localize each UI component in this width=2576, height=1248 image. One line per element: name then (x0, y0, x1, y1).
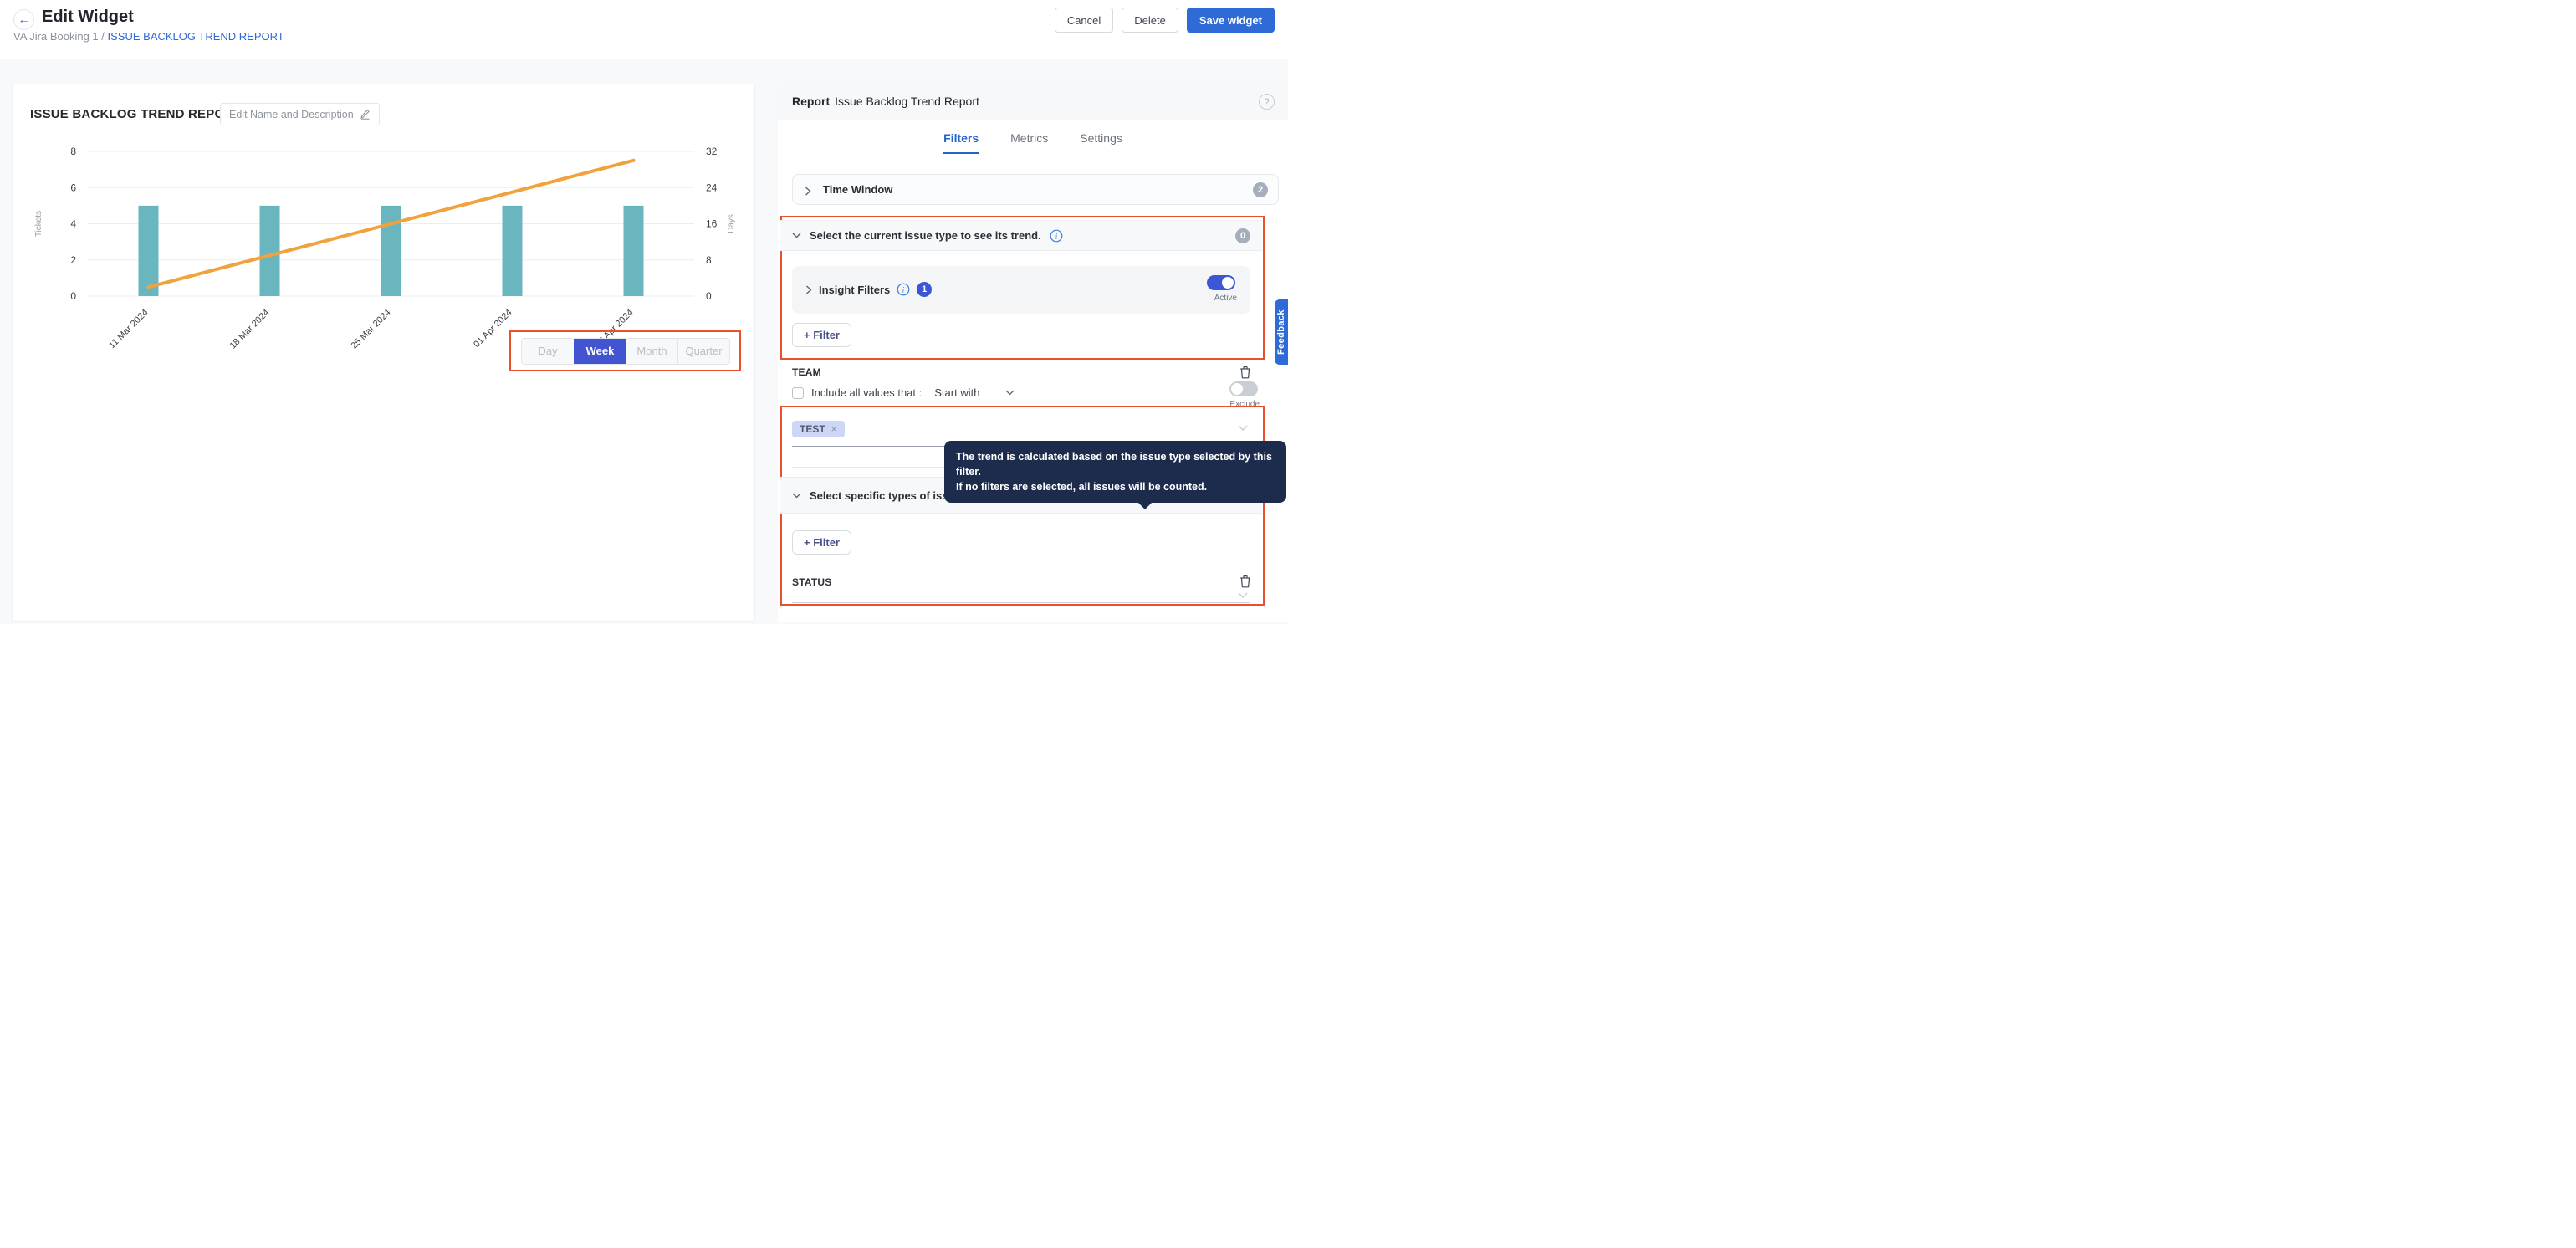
breadcrumb-parent[interactable]: VA Jira Booking 1 (13, 30, 99, 43)
svg-text:01 Apr 2024: 01 Apr 2024 (472, 308, 514, 350)
report-label: Report (792, 95, 831, 108)
svg-text:8: 8 (706, 254, 712, 266)
info-icon[interactable]: i (897, 283, 910, 296)
save-widget-button[interactable]: Save widget (1186, 8, 1275, 33)
include-values-row: Include all values that : Start with (792, 386, 1015, 399)
trash-icon[interactable] (1238, 574, 1253, 589)
team-value-label: TEST (800, 423, 825, 435)
granularity-month[interactable]: Month (626, 339, 677, 364)
tooltip-line1: The trend is calculated based on the iss… (956, 451, 1272, 478)
tab-filters[interactable]: Filters (943, 131, 979, 154)
insight-toggle-label: Active (1214, 294, 1237, 303)
report-config-panel: Report Issue Backlog Trend Report ? Filte… (778, 84, 1288, 622)
insight-filters-badge: 1 (917, 282, 933, 297)
tooltip-arrow (1138, 503, 1152, 510)
status-input-underline[interactable] (792, 602, 1250, 603)
page-title: Edit Widget (42, 8, 134, 26)
report-name: Issue Backlog Trend Report (835, 95, 979, 108)
exclude-toggle-label: Exclude (1229, 400, 1260, 409)
edit-name-label: Edit Name and Description (229, 108, 354, 120)
cancel-button[interactable]: Cancel (1054, 8, 1114, 33)
widget-preview-card: ISSUE BACKLOG TREND REPORT Edit Name and… (12, 84, 755, 622)
include-values-checkbox[interactable] (792, 386, 804, 399)
time-window-badge: 2 (1253, 182, 1268, 197)
pencil-icon (360, 109, 370, 120)
time-window-section[interactable]: Time Window 2 (792, 174, 1279, 205)
svg-text:Tickets: Tickets (34, 211, 43, 237)
trash-icon[interactable] (1238, 365, 1253, 380)
chevron-down-icon[interactable] (1238, 592, 1248, 599)
tooltip-line2: If no filters are selected, all issues w… (956, 481, 1208, 494)
widget-title: ISSUE BACKLOG TREND REPORT (30, 107, 242, 121)
info-icon[interactable]: i (1050, 229, 1063, 243)
edit-widget-page: ← Edit Widget VA Jira Booking 1 / ISSUE … (0, 0, 1288, 624)
chevron-right-icon (806, 284, 812, 294)
svg-text:16: 16 (706, 218, 718, 230)
granularity-quarter[interactable]: Quarter (677, 339, 729, 364)
chevron-right-icon (805, 187, 811, 196)
tab-metrics[interactable]: Metrics (1010, 131, 1049, 145)
chevron-down-icon[interactable] (1005, 390, 1015, 396)
help-icon[interactable]: ? (1259, 94, 1275, 110)
svg-text:i: i (1055, 232, 1057, 240)
edit-name-button[interactable]: Edit Name and Description (220, 103, 380, 125)
header-actions: Cancel Delete Save widget (1054, 8, 1275, 33)
top-header: ← Edit Widget VA Jira Booking 1 / ISSUE … (0, 0, 1288, 59)
svg-text:25 Mar 2024: 25 Mar 2024 (349, 308, 392, 351)
svg-text:Days: Days (727, 214, 736, 233)
include-values-label: Include all values that : (811, 386, 923, 399)
breadcrumb-separator: / (101, 30, 105, 43)
add-filter-button[interactable]: + Filter (792, 530, 851, 555)
team-field-label: TEAM (792, 366, 821, 378)
granularity-control: Day Week Month Quarter (521, 338, 730, 365)
tab-settings[interactable]: Settings (1080, 131, 1122, 145)
insight-filters-card: Insight Filters i 1 Active (792, 266, 1250, 314)
back-icon[interactable]: ← (13, 9, 34, 30)
svg-text:0: 0 (706, 290, 712, 302)
svg-text:0: 0 (70, 290, 76, 302)
breadcrumb-current[interactable]: ISSUE BACKLOG TREND REPORT (107, 30, 284, 43)
report-tabs: Filters Metrics Settings (778, 131, 1288, 154)
add-filter-button[interactable]: + Filter (792, 323, 851, 347)
granularity-day[interactable]: Day (538, 345, 558, 357)
insight-active-toggle[interactable] (1207, 275, 1235, 290)
exclude-toggle[interactable] (1229, 381, 1258, 396)
current-issue-type-badge: 0 (1235, 228, 1250, 243)
current-issue-type-label: Select the current issue type to see its… (810, 229, 1041, 242)
svg-text:18 Mar 2024: 18 Mar 2024 (227, 308, 271, 351)
trend-chart-area: 0 2 4 6 8 0 8 16 24 32 11 Mar 2024 18 Mar 2024 25 Ma… (29, 133, 740, 376)
insight-filters-row[interactable]: Insight Filters i 1 (805, 282, 933, 297)
svg-text:32: 32 (706, 146, 718, 157)
breadcrumb: VA Jira Booking 1 / ISSUE BACKLOG TREND … (13, 30, 284, 43)
chevron-down-icon (792, 493, 801, 498)
svg-text:11 Mar 2024: 11 Mar 2024 (107, 308, 151, 351)
remove-tag-icon[interactable]: × (831, 423, 837, 435)
operator-select[interactable]: Start with (934, 386, 980, 399)
status-field-label: STATUS (792, 576, 832, 588)
svg-text:i: i (902, 285, 905, 294)
time-window-label: Time Window (823, 183, 893, 196)
svg-text:8: 8 (70, 146, 76, 157)
svg-text:4: 4 (70, 218, 76, 230)
current-issue-type-section[interactable]: Select the current issue type to see its… (780, 220, 1262, 251)
report-panel-header: Report Issue Backlog Trend Report ? (778, 84, 1288, 120)
chevron-down-icon[interactable] (1238, 425, 1248, 432)
delete-button[interactable]: Delete (1122, 8, 1178, 33)
tooltip: The trend is calculated based on the iss… (944, 441, 1286, 510)
chevron-down-icon (792, 233, 801, 238)
report-title: Report Issue Backlog Trend Report (792, 95, 979, 108)
team-value-tag: TEST × (792, 421, 845, 437)
svg-text:24: 24 (706, 182, 718, 193)
granularity-week[interactable]: Week (574, 339, 626, 364)
svg-text:2: 2 (70, 254, 76, 266)
insight-filters-label: Insight Filters (819, 283, 891, 296)
feedback-tab[interactable]: Feedback (1275, 299, 1288, 365)
svg-text:6: 6 (70, 182, 76, 193)
